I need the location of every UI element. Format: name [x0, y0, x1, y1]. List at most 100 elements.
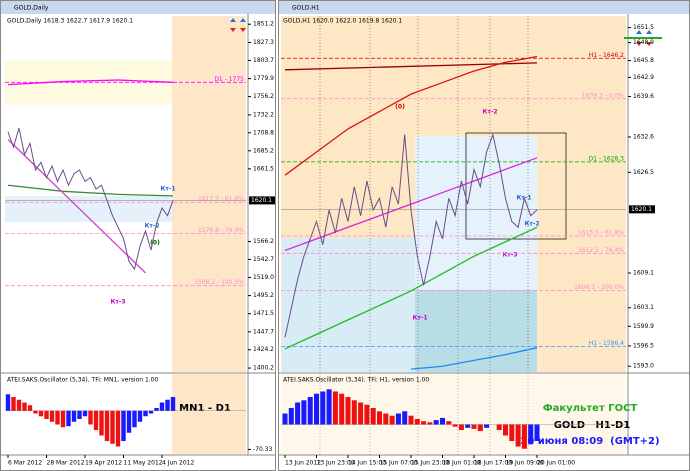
osc-bar	[38, 410, 44, 417]
osc-bar	[370, 408, 376, 425]
osc-bar	[282, 413, 288, 425]
annotation: GOLD H1-D1	[554, 420, 631, 431]
annotation: (0)	[395, 104, 405, 111]
y-tick-label: 1708.8	[253, 129, 274, 136]
osc-bar	[395, 413, 401, 425]
chart-header: ATEI.SAKS.Oscillator (5,34). TFi: MN1, v…	[7, 377, 159, 384]
indicator-line	[7, 139, 146, 274]
osc-bar	[465, 424, 471, 428]
x-tick-label: 28 Mar 2012	[47, 460, 85, 467]
osc-bar	[66, 410, 71, 427]
chart-header: GOLD,H1 1620.0 1622.0 1619.8 1620.1	[283, 18, 402, 25]
zone	[415, 290, 537, 372]
y-tick-label: 1495.2	[253, 292, 274, 299]
osc-bar	[307, 397, 313, 425]
y-tick-label: 1447.7	[253, 328, 274, 335]
osc-bar	[528, 424, 534, 445]
title-bar[interactable]	[279, 1, 689, 14]
osc-bar	[55, 410, 60, 425]
osc-bar	[159, 402, 165, 411]
x-tick-label: 13 Jun 2012	[285, 460, 321, 467]
y-tick-label: 1645.8	[633, 57, 654, 64]
osc-bar	[27, 405, 33, 411]
osc-bar	[502, 424, 509, 436]
y-tick-label: 1827.3	[253, 39, 274, 46]
x-tick-label: 15 Jun 23:00	[411, 460, 449, 467]
y-tick-label: 1685.2	[253, 147, 274, 154]
level-label: H1 - 1596.4	[589, 340, 624, 347]
x-tick-label: 18 Jun 01:00	[443, 460, 481, 467]
indicator-line	[284, 226, 538, 350]
indicator-line	[7, 79, 174, 86]
osc-bar	[71, 410, 77, 422]
indicator-line	[7, 184, 174, 197]
x-tick-label: 4 Jun 2012	[162, 460, 194, 467]
annotation: Кт-3	[110, 299, 125, 306]
osc-bar	[496, 424, 502, 430]
osc-bar	[22, 402, 27, 411]
annotation: MN1 - D1	[179, 403, 231, 414]
x-tick-label: 6 Mar 2012	[8, 460, 42, 467]
annotation: Кт-2	[144, 223, 159, 230]
osc-bar	[408, 415, 414, 425]
osc-bar	[5, 394, 11, 411]
annotation: Кт-1	[160, 186, 175, 193]
x-tick-label: 19 Apr 2012	[85, 460, 122, 467]
osc-bar	[332, 391, 338, 425]
y-tick-label: 1542.7	[253, 256, 274, 263]
arrows	[230, 18, 662, 46]
box	[465, 132, 567, 240]
osc-zone	[172, 374, 246, 454]
osc-bar	[137, 410, 143, 422]
annotation: Кт-2	[482, 109, 497, 116]
y-tick-label: 1609.1	[633, 270, 654, 277]
osc-bar	[521, 424, 527, 449]
y-tick-label: 1732.2	[253, 111, 274, 118]
osc-bar	[320, 391, 326, 425]
level-label: D1 - 1775	[214, 76, 244, 83]
osc-bar	[471, 424, 477, 429]
annotation: Кт-1	[412, 315, 427, 322]
osc-bar	[358, 402, 364, 425]
y-tick-label: 1593.0	[633, 363, 654, 370]
osc-bar	[414, 419, 420, 425]
osc-bar	[126, 410, 132, 433]
title-bar[interactable]	[1, 1, 275, 14]
y-tick-label: 1756.2	[253, 93, 274, 100]
y-tick-label: 1599.9	[633, 323, 654, 330]
osc-bar	[99, 410, 104, 436]
osc-bar	[534, 424, 540, 441]
osc-bar	[433, 420, 439, 425]
zone	[415, 136, 537, 290]
x-tick-label: 14 Jun 15:00	[348, 460, 386, 467]
osc-bar	[477, 424, 483, 432]
osc-bar	[326, 389, 332, 425]
osc-bar	[88, 410, 93, 425]
osc-bar	[288, 408, 294, 425]
osc-bar	[82, 410, 88, 417]
y-tick-label: 1424.2	[253, 346, 274, 353]
y-tick-label: -70.33	[253, 446, 273, 453]
window-title: GOLD,H1	[292, 5, 320, 12]
osc-bar	[49, 410, 55, 422]
y-tick-label: 1651.5	[633, 24, 654, 31]
annotation: Факультет ГОСТ	[543, 403, 638, 414]
osc-bar	[11, 397, 16, 411]
osc-bar	[60, 410, 66, 428]
y-tick-label: 1626.5	[633, 169, 654, 176]
osc-bar	[421, 421, 427, 425]
level-label: 1576.8 - 76.4%	[198, 227, 244, 234]
level-label: 1508.2 - 100.0%	[194, 279, 244, 286]
osc-bar	[104, 410, 110, 441]
x-tick-label: 18 Jun 17:00	[474, 460, 512, 467]
osc-bar	[165, 399, 170, 411]
osc-bar	[452, 424, 458, 427]
osc-bar	[383, 413, 389, 425]
osc-bar	[439, 417, 446, 425]
osc-bar	[509, 424, 515, 441]
y-tick-label: 1648.9	[633, 39, 654, 46]
osc-bar	[427, 422, 433, 425]
annotation: Кт-3	[502, 252, 517, 259]
level-label: 1612.5 - 76.4%	[578, 247, 624, 254]
